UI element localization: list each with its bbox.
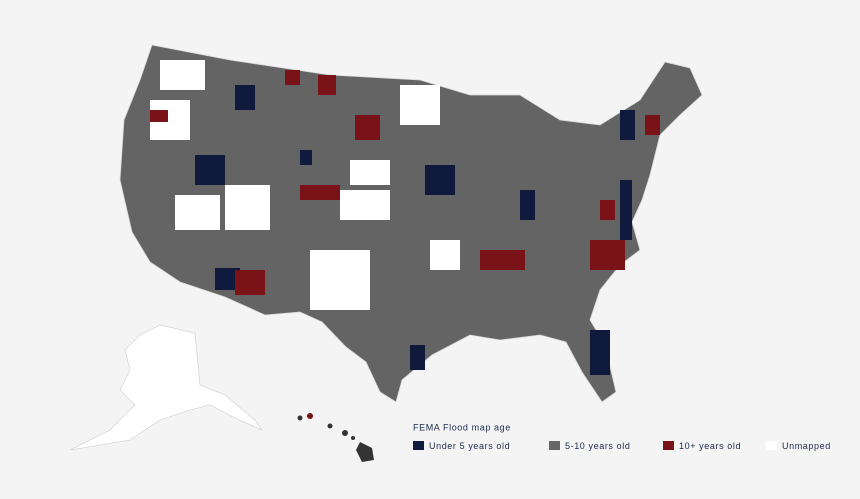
unmapped-areas [150,60,460,310]
patch [400,85,440,125]
legend-label: 5-10 years old [565,441,630,451]
patch [620,110,635,140]
patch [150,110,168,122]
patch [600,200,615,220]
recent-areas [195,85,635,375]
island [356,442,374,462]
patch [350,160,390,185]
patch [590,330,610,375]
patch [620,180,632,240]
patch [310,250,370,310]
patch [300,150,312,165]
legend-swatch [663,441,674,450]
island [297,415,303,421]
patch [235,270,265,295]
island [351,436,355,440]
patch [425,165,455,195]
contiguous-us [119,44,703,403]
patch [160,60,205,90]
patch [195,155,225,185]
patch [645,115,660,135]
patch [235,85,255,110]
legend-label: Unmapped [782,441,831,451]
alaska [69,324,263,451]
patch [318,75,336,95]
island [307,413,313,419]
patch [175,195,220,230]
patch [225,185,270,230]
patch [300,185,340,200]
legend-swatch [413,441,424,450]
legend-swatch [766,441,777,450]
patch [590,240,625,270]
island [327,423,333,429]
patch [520,190,535,220]
legend-title: FEMA Flood map age [413,422,511,432]
legend-label: 10+ years old [679,441,741,451]
legend-label: Under 5 years old [429,441,510,451]
patch [285,70,300,85]
patch [410,345,425,370]
patch [430,240,460,270]
island [342,430,348,436]
hawaii [297,413,374,462]
old-areas [150,70,660,295]
patch [340,190,390,220]
patch [355,115,380,140]
patch [480,250,525,270]
patch [215,268,240,290]
legend-swatch [549,441,560,450]
legend: Under 5 years old 5-10 years old 10+ years… [413,441,831,451]
